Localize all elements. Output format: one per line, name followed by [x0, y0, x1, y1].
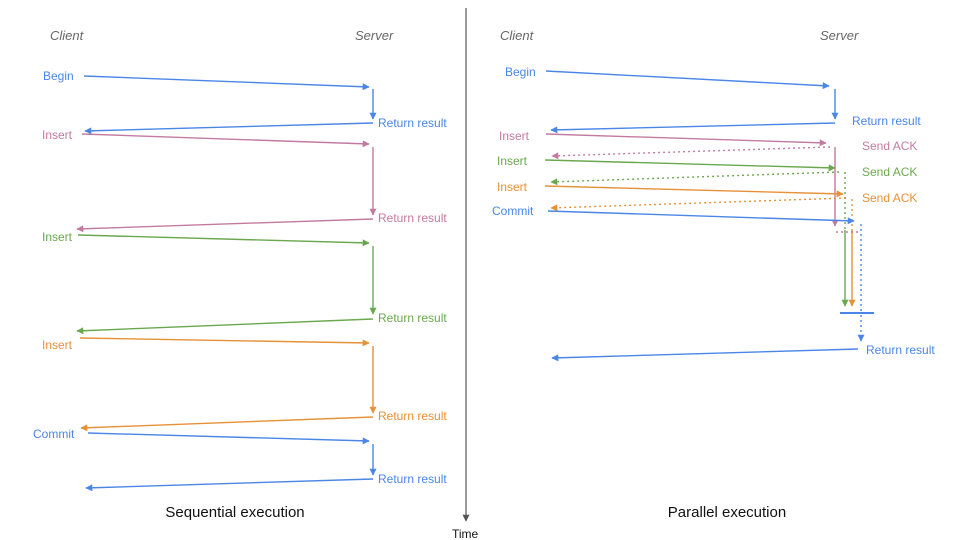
begin-result-label: Return result — [378, 116, 447, 130]
insert3-ack-line — [550, 197, 847, 212]
op-label-insert-2-right: Insert — [497, 154, 528, 168]
commit-return-line — [85, 478, 374, 492]
panel-sequential: Client Server Begin Return result Insert… — [33, 28, 447, 521]
commit-request-line — [87, 432, 370, 445]
caption-sequential: Sequential execution — [165, 504, 304, 521]
op-label-insert-3: Insert — [42, 338, 73, 352]
insert1-ack-label: Send ACK — [862, 139, 917, 153]
commit-result-label: Return result — [378, 472, 447, 486]
commit-result-label-right: Return result — [866, 343, 935, 357]
insert1-request-line — [81, 133, 370, 148]
op-label-commit-right: Commit — [492, 204, 534, 218]
op-label-insert-3-right: Insert — [497, 180, 528, 194]
insert1-request-line-right — [545, 133, 827, 147]
time-axis: Time — [452, 8, 479, 540]
insert2-result-label: Return result — [378, 311, 447, 325]
commit-request-line-right — [547, 210, 855, 225]
op-label-commit: Commit — [33, 427, 75, 441]
server-header-right: Server — [820, 28, 859, 43]
begin-request-line-right — [545, 70, 830, 90]
begin-result-label-right: Return result — [852, 114, 921, 128]
commit-return-line-right — [551, 348, 859, 362]
begin-request-line — [83, 75, 370, 91]
insert2-request-line-right — [544, 159, 836, 172]
op-label-begin-right: Begin — [505, 65, 536, 79]
op-label-insert-2: Insert — [42, 230, 73, 244]
client-header: Client — [50, 28, 85, 43]
insert3-result-label: Return result — [378, 409, 447, 423]
op-label-insert-1: Insert — [42, 128, 73, 142]
insert1-return-line — [76, 218, 374, 233]
server-header: Server — [355, 28, 394, 43]
time-axis-label: Time — [452, 527, 479, 540]
begin-return-line — [84, 122, 374, 135]
insert2-request-line — [77, 234, 370, 247]
insert2-ack-line — [550, 171, 840, 186]
insert1-result-label: Return result — [378, 211, 447, 225]
insert3-request-line — [79, 337, 370, 347]
insert2-return-line — [76, 318, 374, 335]
client-header-right: Client — [500, 28, 535, 43]
op-label-begin: Begin — [43, 69, 74, 83]
insert3-return-line — [80, 416, 374, 432]
insert3-request-line-right — [544, 185, 844, 198]
insert3-ack-label: Send ACK — [862, 191, 917, 205]
insert2-ack-label: Send ACK — [862, 165, 917, 179]
op-label-insert-1-right: Insert — [499, 129, 530, 143]
insert1-ack-line — [551, 146, 831, 160]
panel-parallel: Client Server Begin Return result Insert… — [492, 28, 935, 521]
caption-parallel: Parallel execution — [668, 504, 786, 521]
begin-return-line-right — [550, 122, 836, 134]
